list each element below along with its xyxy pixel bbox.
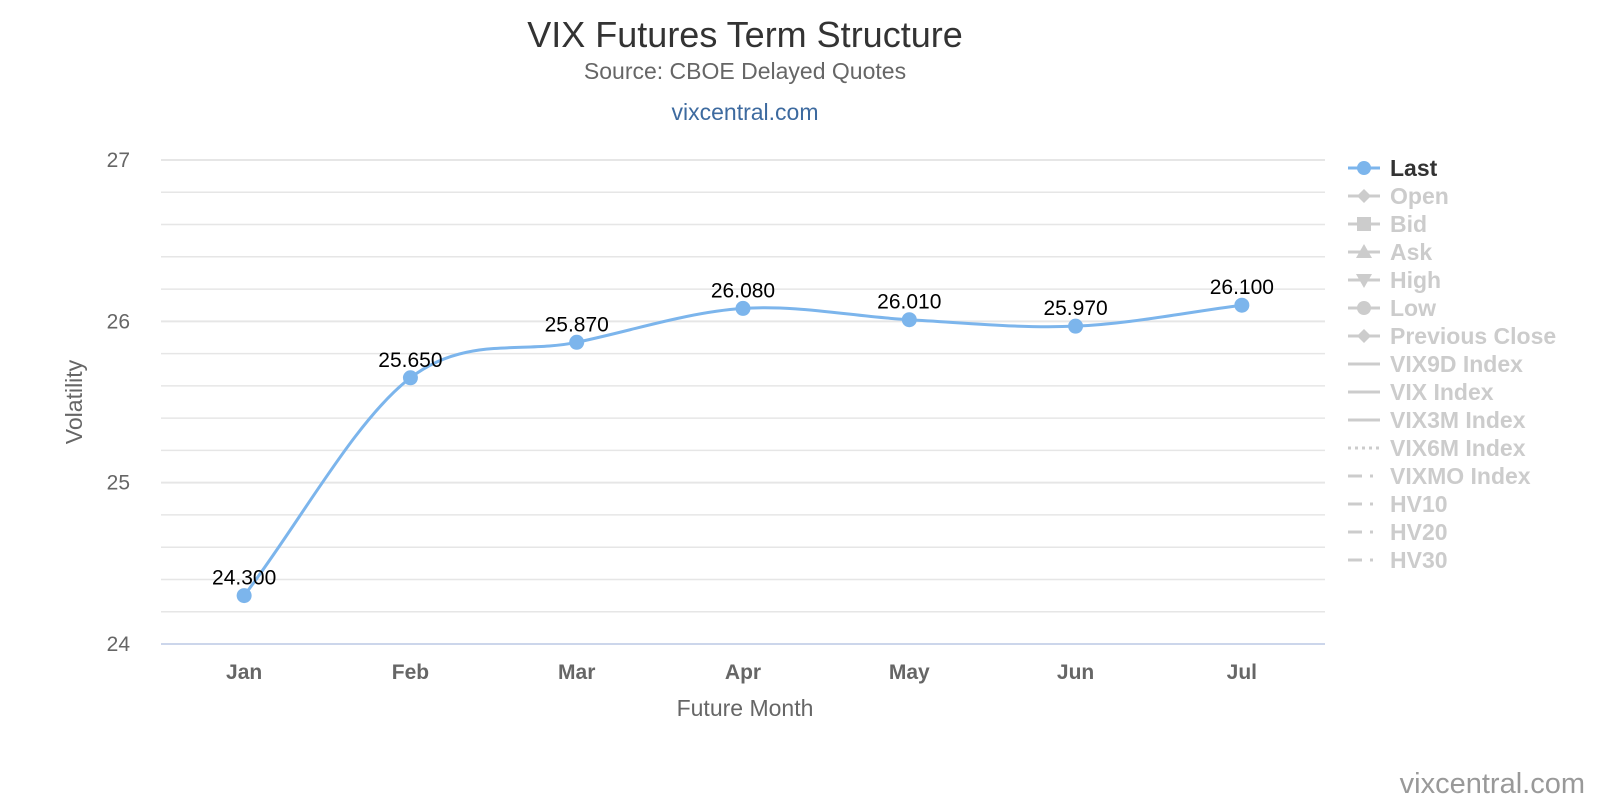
legend-item-hv30[interactable]: HV30 <box>1348 547 1448 573</box>
legend-label: VIXMO Index <box>1390 463 1531 489</box>
legend-item-ask[interactable]: Ask <box>1348 239 1432 265</box>
data-point[interactable] <box>1068 318 1084 334</box>
legend-square-icon <box>1357 217 1371 231</box>
x-tick-label: Feb <box>392 661 429 684</box>
legend-label: Open <box>1390 183 1449 209</box>
x-tick-label: Jan <box>226 661 262 684</box>
data-point[interactable] <box>569 334 585 350</box>
legend-item-vix6m-index[interactable]: VIX6M Index <box>1348 435 1526 461</box>
data-label: 25.970 <box>1043 297 1107 320</box>
legend-diamond-icon <box>1357 189 1371 203</box>
data-label: 26.010 <box>877 291 941 314</box>
legend-label: VIX9D Index <box>1390 351 1523 377</box>
source-link[interactable]: vixcentral.com <box>672 99 819 125</box>
data-label: 25.870 <box>545 313 609 336</box>
legend-diamond-icon <box>1357 329 1371 343</box>
legend-item-open[interactable]: Open <box>1348 183 1449 209</box>
y-axis-ticks: 24 25 26 27 <box>107 149 131 656</box>
y-axis-title: Volatility <box>61 359 87 444</box>
y-tick-label: 27 <box>107 149 130 172</box>
x-tick-label: Mar <box>558 661 595 684</box>
legend-item-previous-close[interactable]: Previous Close <box>1348 323 1556 349</box>
legend-item-last[interactable]: Last <box>1348 155 1438 181</box>
legend-item-vixmo-index[interactable]: VIXMO Index <box>1348 463 1531 489</box>
legend-item-hv10[interactable]: HV10 <box>1348 491 1448 517</box>
legend-item-high[interactable]: High <box>1348 267 1441 293</box>
legend-item-hv20[interactable]: HV20 <box>1348 519 1448 545</box>
data-label: 26.100 <box>1210 276 1274 299</box>
data-label: 25.650 <box>378 349 442 372</box>
x-tick-label: Jun <box>1057 661 1094 684</box>
x-tick-label: Apr <box>725 661 761 684</box>
data-label: 26.080 <box>711 279 775 302</box>
series-last: 24.300 25.650 25.870 26.080 26.010 25.970 26.1… <box>212 276 1274 604</box>
x-axis-title: Future Month <box>677 695 814 721</box>
data-point[interactable] <box>901 312 917 328</box>
legend-item-vix-index[interactable]: VIX Index <box>1348 379 1494 405</box>
data-point[interactable] <box>1234 297 1250 313</box>
legend-item-low[interactable]: Low <box>1348 295 1436 321</box>
legend-label: VIX3M Index <box>1390 407 1526 433</box>
legend-label: HV20 <box>1390 519 1448 545</box>
legend-label: Low <box>1390 295 1436 321</box>
legend-label: High <box>1390 267 1441 293</box>
legend-label: Previous Close <box>1390 323 1556 349</box>
legend-item-vix3m-index[interactable]: VIX3M Index <box>1348 407 1526 433</box>
data-label: 24.300 <box>212 567 276 590</box>
legend-circle-icon <box>1357 161 1371 175</box>
legend-label: VIX Index <box>1390 379 1494 405</box>
y-tick-label: 24 <box>107 633 131 656</box>
legend-label: HV30 <box>1390 547 1448 573</box>
legend-circle-icon <box>1357 301 1371 315</box>
legend-triangle-down-icon <box>1356 274 1372 288</box>
legend-item-vix9d-index[interactable]: VIX9D Index <box>1348 351 1523 377</box>
data-point[interactable] <box>735 300 751 316</box>
legend-label: Last <box>1390 155 1438 181</box>
data-point[interactable] <box>402 370 418 386</box>
legend-label: Ask <box>1390 239 1432 265</box>
legend-label: VIX6M Index <box>1390 435 1526 461</box>
data-point[interactable] <box>236 588 252 604</box>
chart-subtitle: Source: CBOE Delayed Quotes <box>584 58 906 84</box>
y-tick-label: 25 <box>107 472 130 495</box>
x-tick-label: Jul <box>1227 661 1257 684</box>
x-tick-label: May <box>889 661 930 684</box>
grid-lines <box>161 159 1325 645</box>
legend-triangle-icon <box>1356 244 1372 258</box>
x-axis-ticks: Jan Feb Mar Apr May Jun Jul <box>226 661 1257 684</box>
chart-title: VIX Futures Term Structure <box>527 14 962 55</box>
y-tick-label: 26 <box>107 310 130 333</box>
legend-label: HV10 <box>1390 491 1448 517</box>
legend-item-bid[interactable]: Bid <box>1348 211 1427 237</box>
legend-label: Bid <box>1390 211 1427 237</box>
credit-link[interactable]: vixcentral.com <box>1400 768 1585 800</box>
